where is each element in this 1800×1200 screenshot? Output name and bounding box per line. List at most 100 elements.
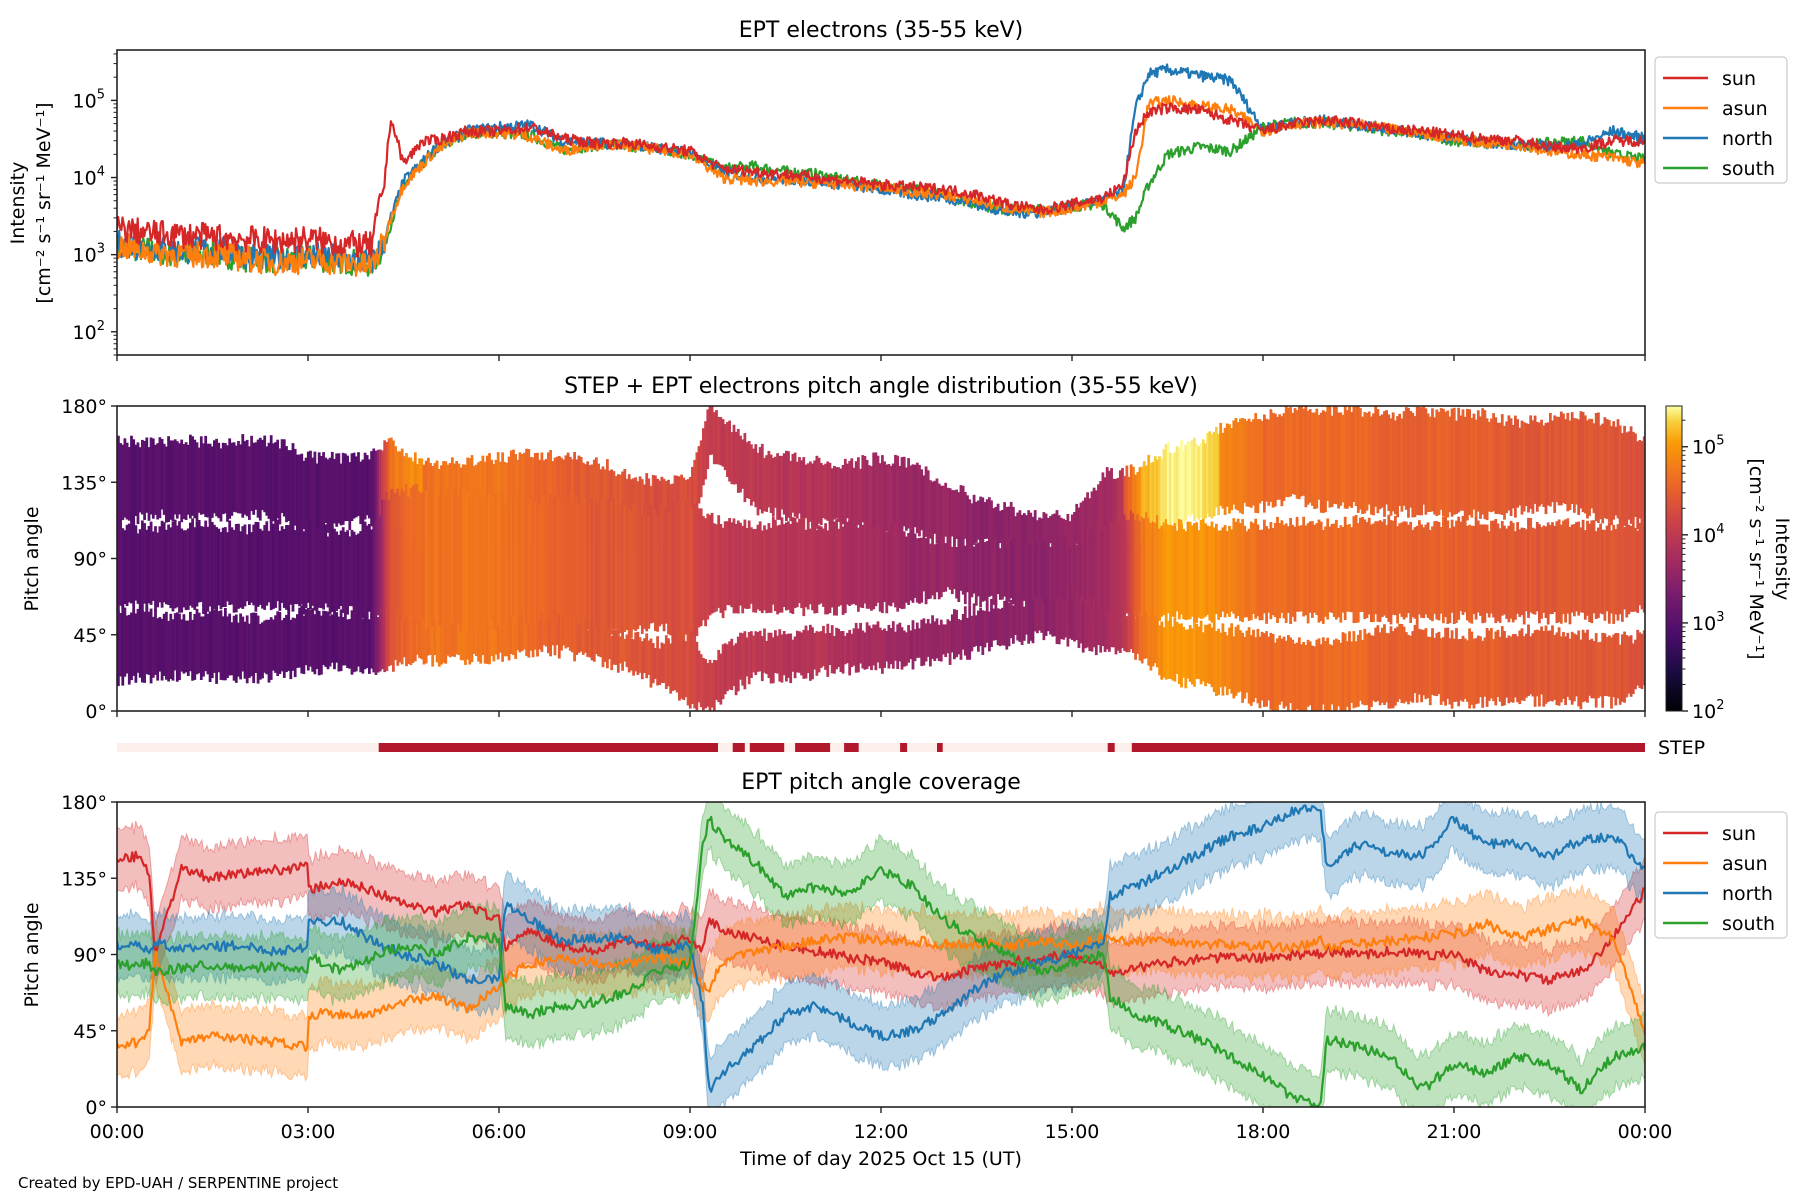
pad-cell [289, 523, 293, 605]
pad-cell [265, 619, 269, 675]
pad-cell [156, 618, 160, 681]
pad-cell [1566, 518, 1570, 614]
pad-cell [789, 524, 793, 613]
pad-cell [359, 614, 363, 673]
step-segment [1131, 743, 1645, 752]
pad-cell [1012, 605, 1015, 644]
pad-cell [1555, 521, 1559, 624]
pad-cell [702, 657, 705, 711]
pad-cell [854, 461, 858, 530]
pad-cell [566, 623, 570, 648]
pad-cell [616, 637, 620, 673]
pad-cell [119, 521, 122, 606]
pad-cell [525, 492, 528, 643]
pad-cell [269, 519, 273, 611]
pad-cell [994, 535, 998, 605]
pad-cell [649, 638, 653, 688]
pad-cell [1167, 441, 1170, 525]
pad-cell [1254, 518, 1258, 619]
pad-cell [907, 533, 910, 605]
pad-cell [1431, 408, 1434, 512]
pad-cell [1289, 637, 1292, 703]
pad-cell [1459, 415, 1463, 511]
pad-cell [191, 518, 194, 608]
pad-cell [389, 489, 393, 625]
pad-cell [167, 524, 170, 605]
pad-cell [881, 455, 884, 539]
pad-cell [857, 457, 860, 525]
pad-cell [1359, 630, 1362, 701]
pad-cell [1352, 516, 1356, 624]
pad-cell [136, 609, 140, 673]
pad-cell [147, 447, 151, 521]
pad-cell [1271, 412, 1275, 508]
pad-cell [1599, 425, 1602, 520]
pad-cell [1636, 441, 1640, 530]
pad-cell [1151, 521, 1155, 622]
pad-cell [1359, 408, 1362, 510]
pad-cell [1265, 418, 1268, 502]
pad-cell [1158, 625, 1161, 676]
pad-cell [451, 623, 454, 657]
pad-cell [1631, 431, 1635, 520]
pad-cell [130, 612, 133, 681]
pad-cell [1046, 597, 1050, 632]
pad-cell [138, 447, 142, 513]
pad-cell [721, 527, 725, 619]
pad-cell [983, 542, 987, 601]
pad-cell [210, 446, 214, 518]
pad-cell [1518, 630, 1522, 705]
pad-cell [948, 488, 952, 545]
pad-cell [1461, 516, 1465, 615]
pad-cell [693, 459, 697, 526]
pad-cell [1123, 475, 1127, 547]
pad-cell [1084, 599, 1087, 649]
step-segment [1107, 743, 1115, 752]
pad-cell [341, 527, 345, 613]
pad-cell [1487, 531, 1491, 618]
pad-cell [839, 519, 843, 606]
pad-cell [1348, 631, 1351, 711]
pad-cell [1544, 625, 1548, 704]
coverage-line-asun [117, 915, 1645, 1052]
pad-cell [614, 629, 618, 665]
pad-cell [1188, 521, 1192, 620]
pad-cell [702, 516, 705, 621]
pad-cell [828, 633, 832, 665]
step-coverage-segments [378, 743, 1645, 752]
pad-cell [706, 513, 710, 620]
pad-cell [782, 631, 786, 676]
pad-cell [1498, 528, 1502, 623]
legend-label-asun: asun [1722, 98, 1768, 120]
pad-cell [1601, 423, 1605, 524]
pad-cell [261, 622, 264, 679]
pad-cell [1437, 522, 1441, 621]
pad-cell [1594, 633, 1598, 708]
pad-cell [1212, 431, 1216, 517]
pad-cell [407, 619, 411, 664]
pad-cell [267, 530, 271, 603]
pad-cell [169, 527, 173, 609]
pad-cell [378, 449, 382, 522]
pad-cell [398, 495, 402, 626]
pad-cell [1345, 641, 1349, 707]
pad-cell [684, 641, 688, 698]
colorbar-tick-label: 102 [1692, 698, 1724, 723]
pad-cell [178, 613, 181, 681]
pad-cell [867, 465, 871, 534]
pad-cell [1182, 626, 1185, 678]
pad-cell [344, 606, 347, 666]
pad-cell [1300, 525, 1303, 612]
pad-cell [1546, 630, 1550, 702]
pad-cell [245, 439, 249, 517]
pad-cell [322, 522, 325, 610]
pad-cell [942, 543, 945, 593]
pad-cell [948, 536, 952, 590]
pad-cell [1103, 477, 1107, 541]
pad-cell [468, 631, 472, 665]
pad-cell [1022, 606, 1026, 641]
pad-cell [907, 625, 910, 663]
pad-cell [584, 499, 587, 635]
pad-cell [1566, 632, 1570, 697]
pad-cell [961, 538, 965, 595]
